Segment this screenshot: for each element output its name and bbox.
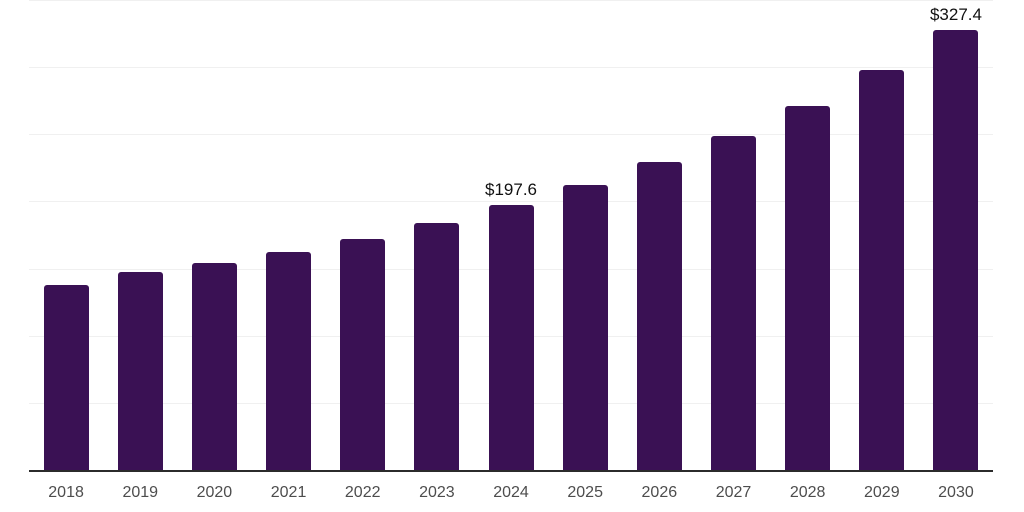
bar-2026 [636,161,682,470]
x-axis-labels: 2018 2019 2020 2021 2022 2023 2024 2025 2026 2027… [29,483,993,502]
bar-2020 [191,263,237,470]
bar-2024: $197.6 [485,181,537,470]
x-tick-label-2027: 2027 [715,484,752,501]
bar-2018 [43,284,89,470]
bar-2019 [117,272,163,470]
x-tick-label-2021: 2021 [270,484,307,501]
x-tick-label-2022: 2022 [344,484,381,501]
bar-slot-2020 [177,0,251,470]
bar-2030: $327.4 [930,6,982,470]
bar-2027 [710,135,756,470]
gridline [29,0,993,1]
bar-slot-2022 [326,0,400,470]
bar-2023 [414,223,460,470]
x-tick-label-2026: 2026 [641,484,678,501]
gridline [29,134,993,136]
bar-slot-2029 [845,0,919,470]
bar-slot-2023 [400,0,474,470]
x-tick-label-2028: 2028 [789,484,826,501]
data-label-2024: $197.6 [485,179,538,199]
bar-2021 [266,252,312,470]
plot-area: $197.6 $327.4 [29,0,993,470]
bar-2025 [562,185,608,470]
bar-2022 [340,239,386,470]
bars-layer: $197.6 $327.4 [29,0,993,470]
bar-slot-2027 [696,0,770,470]
bar-slot-2018 [29,0,103,470]
bar-slot-2019 [103,0,177,470]
bar-slot-2026 [622,0,696,470]
bar-slot-2030: $327.4 [919,0,993,470]
bar-slot-2021 [251,0,325,470]
x-tick-label-2019: 2019 [122,484,159,501]
x-tick-label-2020: 2020 [196,484,233,501]
bar-2029 [859,70,905,470]
gridline [29,67,993,69]
x-tick-label-2018: 2018 [48,484,84,501]
bar-slot-2025 [548,0,622,470]
bar-slot-2024: $197.6 [474,0,548,470]
x-axis-line [29,470,993,472]
x-tick-label-2024: 2024 [493,484,529,501]
bar-slot-2028 [771,0,845,470]
x-tick-label-2023: 2023 [419,484,455,501]
x-tick-label-2025: 2025 [567,484,603,501]
x-tick-label-2030: 2030 [938,484,974,501]
bar-2028 [785,105,831,470]
data-label-2030: $327.4 [929,5,982,25]
x-tick-label-2029: 2029 [864,484,900,501]
gridline [29,201,993,203]
